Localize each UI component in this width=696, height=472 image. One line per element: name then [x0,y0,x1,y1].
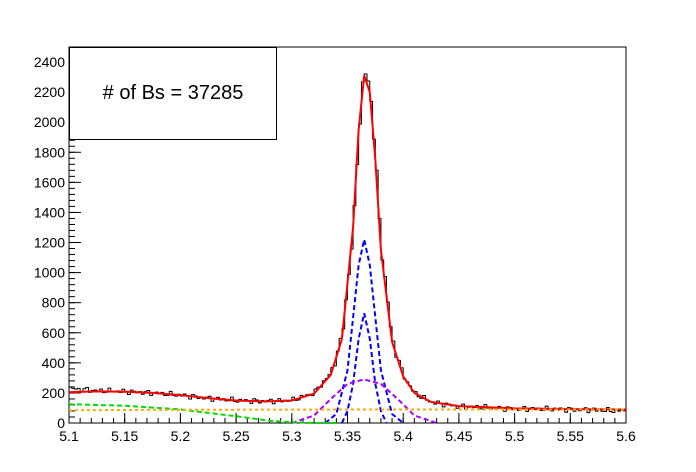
x-tick-label: 5.6 [616,428,636,444]
y-tick-label: 2400 [34,54,65,70]
x-tick-label: 5.3 [282,428,302,444]
y-tick-label: 200 [42,385,66,401]
fit-curve-0 [68,75,627,411]
x-tick-label: 5.25 [222,428,249,444]
fit-curve-4 [68,403,337,424]
fit-curve-2 [341,312,388,424]
x-tick-label: 5.2 [171,428,191,444]
y-tick-label: 0 [57,415,65,431]
y-tick-label: 600 [42,325,66,341]
y-tick-label: 800 [42,295,66,311]
x-tick-label: 5.4 [393,428,413,444]
fit-curve-1 [324,239,404,424]
y-tick-label: 1200 [34,235,65,251]
x-tick-label: 5.45 [445,428,472,444]
data-layer [68,73,627,424]
y-tick-label: 1800 [34,144,65,160]
fit-curve-3 [291,378,437,424]
y-tick-label: 1600 [34,174,65,190]
x-tick-label: 5.1 [59,428,79,444]
y-tick-label: 400 [42,355,66,371]
fit-curve-5 [68,408,626,412]
x-tick-label: 5.15 [111,428,138,444]
x-tick-label: 5.5 [505,428,525,444]
y-tick-label: 1400 [34,204,65,220]
histogram-data [69,73,626,414]
y-tick-label: 2200 [34,84,65,100]
legend-box: # of Bs = 37285 [69,47,277,140]
y-tick-label: 2000 [34,114,65,130]
y-tick-label: 1000 [34,265,65,281]
legend-label: # of Bs = 37285 [102,82,244,104]
x-tick-label: 5.35 [334,428,361,444]
x-tick-label: 5.55 [557,428,584,444]
